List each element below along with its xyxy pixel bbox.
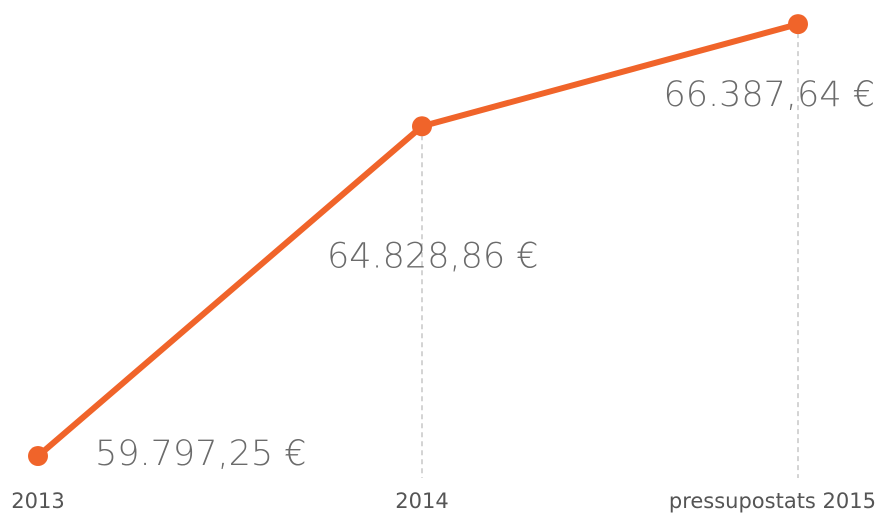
value-label: 64.828,86 € <box>327 236 539 276</box>
point <box>28 446 48 467</box>
x-tick-label: 2013 <box>11 489 64 513</box>
value-label: 66.387,64 € <box>663 75 875 115</box>
x-tick-label: pressupostats 2015 <box>669 489 876 513</box>
x-tick-label: 2014 <box>395 489 448 513</box>
point <box>412 116 432 137</box>
point <box>788 14 808 35</box>
value-label: 59.797,25 € <box>95 434 307 474</box>
